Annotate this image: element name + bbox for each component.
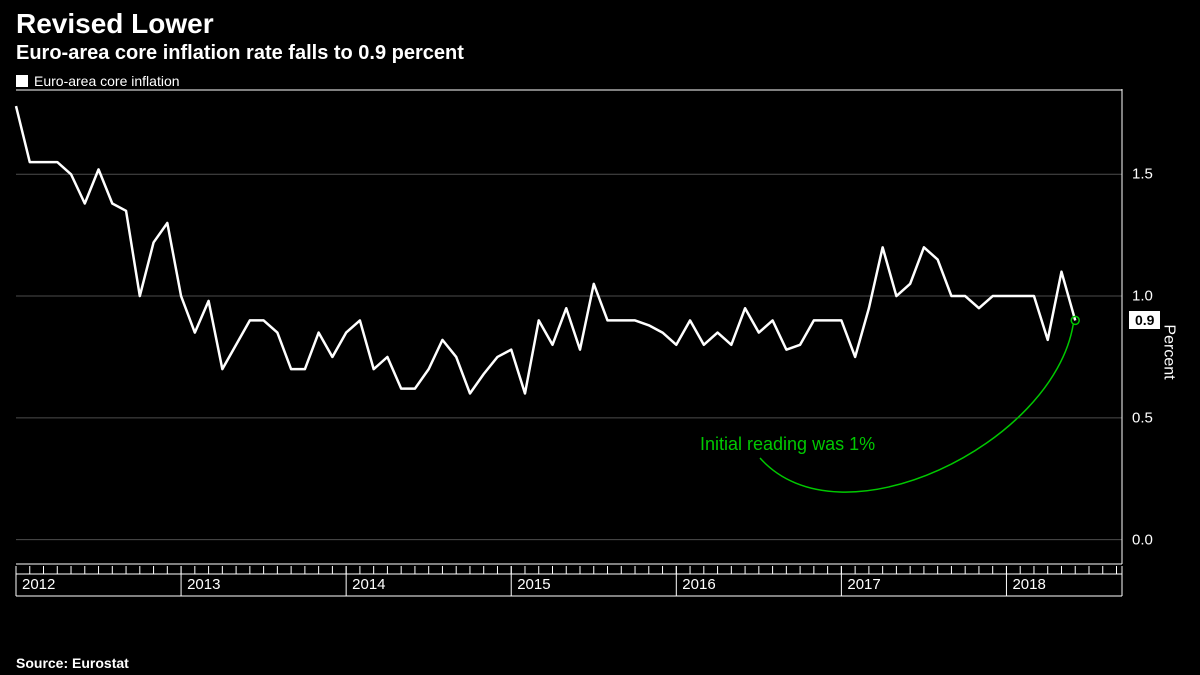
y-axis-title: Percent	[1159, 324, 1177, 379]
legend-label: Euro-area core inflation	[34, 73, 180, 89]
endpoint-value-badge: 0.9	[1128, 310, 1161, 330]
y-tick-label: 0.5	[1132, 409, 1153, 426]
chart-header: Revised Lower Euro-area core inflation r…	[0, 0, 1200, 69]
y-tick-label: 1.5	[1132, 166, 1153, 183]
x-tick-label: 2014	[352, 576, 385, 593]
legend-swatch	[16, 75, 28, 87]
x-tick-label: 2018	[1012, 576, 1045, 593]
x-tick-label: 2016	[682, 576, 715, 593]
chart-area: Percent 0.9 Initial reading was 1% 0.0 0.…	[0, 89, 1200, 614]
x-tick-label: 2012	[22, 576, 55, 593]
legend: Euro-area core inflation	[0, 69, 1200, 89]
x-tick-label: 2017	[847, 576, 880, 593]
y-tick-label: 1.0	[1132, 288, 1153, 305]
y-tick-label: 0.0	[1132, 531, 1153, 548]
chart-subtitle: Euro-area core inflation rate falls to 0…	[16, 42, 1184, 65]
annotation-text: Initial reading was 1%	[700, 434, 875, 455]
chart-title: Revised Lower	[16, 8, 1184, 40]
x-tick-label: 2015	[517, 576, 550, 593]
source-footer: Source: Eurostat	[16, 655, 129, 671]
chart-svg	[0, 89, 1200, 614]
x-tick-label: 2013	[187, 576, 220, 593]
